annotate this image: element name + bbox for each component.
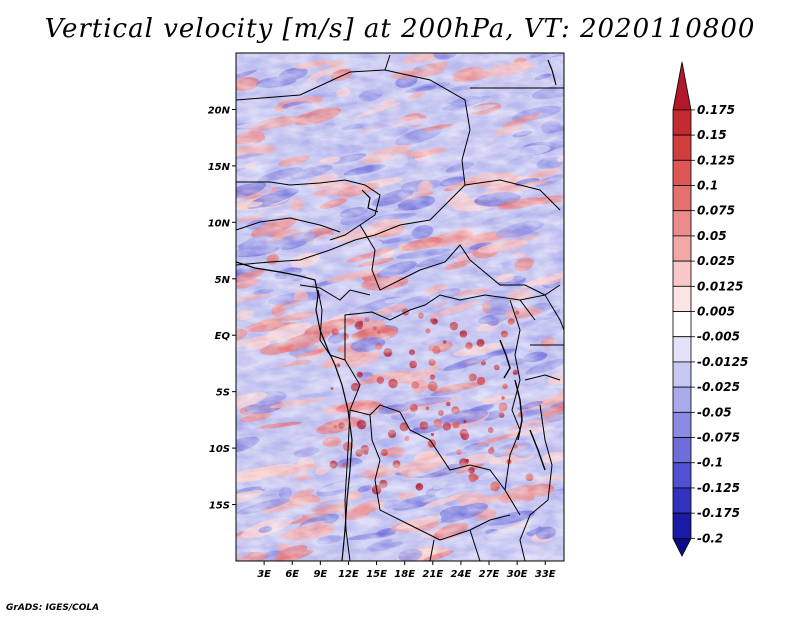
colorbar-label: 0.15 (697, 128, 727, 142)
lon-tick-label: 21E (422, 569, 443, 580)
colorbar-label: 0.175 (697, 103, 735, 117)
lon-tick-label: 12E (338, 569, 359, 580)
lon-tick-label: 18E (394, 569, 415, 580)
colorbar-segment (672, 336, 692, 363)
colorbar-label: -0.1 (697, 456, 723, 470)
colorbar-label: -0.2 (697, 531, 723, 545)
colorbar-label: 0.05 (697, 229, 727, 243)
colorbar-segment (672, 61, 692, 111)
lon-tick-label: 27E (479, 569, 500, 580)
colorbar-label: -0.005 (697, 330, 740, 344)
colorbar-label: -0.025 (697, 380, 740, 394)
coastline-west (236, 59, 557, 561)
colorbar-label: 0.075 (697, 204, 735, 218)
map-frame (235, 52, 565, 562)
country-borders (236, 54, 564, 561)
lat-tick-label: 5S (216, 388, 230, 399)
colorbar-segment (672, 537, 692, 557)
colorbar-label: -0.05 (697, 405, 732, 419)
velocity-field (236, 53, 564, 561)
chart-title: Vertical velocity [m/s] at 200hPa, VT: 2… (44, 14, 756, 44)
lat-tick-label: 15S (209, 501, 230, 512)
colorbar-segment (672, 235, 692, 262)
colorbar-segment (672, 386, 692, 413)
colorbar-label: -0.075 (697, 431, 740, 445)
lat-tick-label: 10S (209, 444, 230, 455)
colorbar-segment (672, 512, 692, 539)
colorbar-segment (672, 285, 692, 312)
colorbar-segment (672, 134, 692, 161)
colorbar-segment (672, 437, 692, 464)
colorbar-segment (672, 361, 692, 388)
colorbar-label: 0.025 (697, 254, 735, 268)
colorbar-segment (672, 462, 692, 489)
lon-tick-label: 33E (535, 569, 556, 580)
longitude-axis: 3E 6E 9E 12E 15E 18E 21E 24E 27E 30E 33E (257, 561, 556, 580)
lat-tick-label: 5N (215, 275, 231, 286)
colorbar: 0.175 0.15 0.125 0.1 0.075 0.05 0.025 0.0125 0.0… (672, 61, 748, 557)
colorbar-segment (672, 260, 692, 287)
colorbar-segment (672, 487, 692, 514)
lon-tick-label: 30E (507, 569, 528, 580)
colorbar-label: -0.0125 (697, 355, 748, 369)
colorbar-label: 0.0125 (697, 279, 743, 293)
lon-tick-label: 24E (451, 569, 472, 580)
colorbar-segment (672, 210, 692, 237)
colorbar-segment (672, 159, 692, 186)
lon-tick-label: 9E (313, 569, 327, 580)
lon-tick-label: 15E (366, 569, 387, 580)
colorbar-segment (672, 411, 692, 438)
lat-tick-label: 10N (208, 218, 231, 229)
colorbar-label: 0.125 (697, 153, 735, 167)
latitude-axis: 20N 15N 10N 5N EQ 5S 10S 15S (208, 105, 236, 512)
colorbar-label: -0.125 (697, 481, 740, 495)
colorbar-segment (672, 311, 692, 338)
colorbar-label: -0.175 (697, 506, 740, 520)
lakes (499, 339, 546, 471)
lat-tick-label: 20N (208, 105, 231, 116)
colorbar-segment (672, 109, 692, 136)
lon-tick-label: 3E (257, 569, 271, 580)
lat-tick-label: 15N (208, 162, 231, 173)
lat-tick-label: EQ (215, 331, 231, 342)
colorbar-label: 0.1 (697, 179, 718, 193)
lon-tick-label: 6E (285, 569, 299, 580)
credit-text: GrADS: IGES/COLA (6, 603, 100, 613)
colorbar-label: 0.005 (697, 305, 735, 319)
colorbar-segment (672, 185, 692, 212)
